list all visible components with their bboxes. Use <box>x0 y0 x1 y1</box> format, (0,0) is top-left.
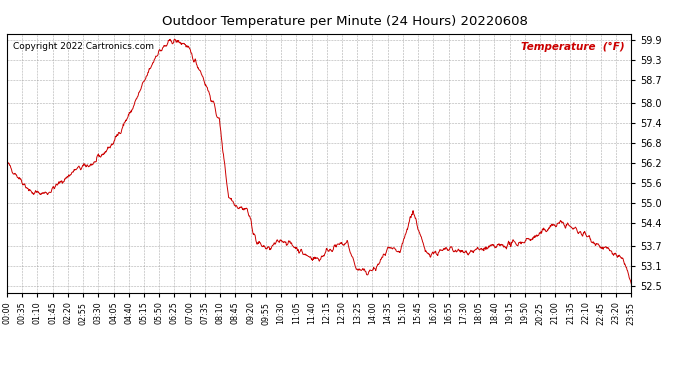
Text: Copyright 2022 Cartronics.com: Copyright 2022 Cartronics.com <box>13 42 154 51</box>
Text: Temperature  (°F): Temperature (°F) <box>522 42 625 52</box>
Text: Outdoor Temperature per Minute (24 Hours) 20220608: Outdoor Temperature per Minute (24 Hours… <box>162 15 528 28</box>
